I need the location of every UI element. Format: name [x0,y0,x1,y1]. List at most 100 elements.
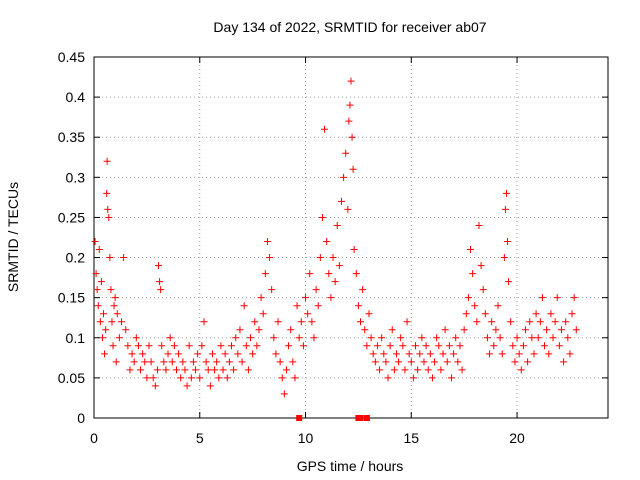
data-point [397,334,405,342]
data-point [541,342,549,350]
data-point [297,318,305,326]
data-point [447,374,455,382]
data-point [331,278,339,286]
data-point [272,350,280,358]
data-point [268,286,276,294]
data-point [227,342,235,350]
data-point [316,254,324,262]
data-point [437,366,445,374]
data-point [137,366,145,374]
data-point [287,326,295,334]
data-point [422,342,430,350]
data-point [562,318,570,326]
x-tick-label: 10 [298,430,314,446]
data-point [215,374,223,382]
data-point [104,205,112,213]
data-point [388,326,396,334]
data-point [505,278,513,286]
y-tick-label: 0.3 [66,169,86,185]
data-point [234,350,242,358]
data-point [477,262,485,270]
data-point [335,262,343,270]
data-point [251,318,259,326]
data-point [414,366,422,374]
data-point [473,318,481,326]
data-point [469,270,477,278]
data-point [318,213,326,221]
data-point [486,350,494,358]
data-point [157,286,165,294]
data-point [504,238,512,246]
data-point [566,350,574,358]
data-point [257,294,265,302]
y-tick-label: 0.1 [66,330,86,346]
data-point [145,342,153,350]
data-point [405,350,413,358]
data-point [270,334,278,342]
data-point [105,213,113,221]
data-point [134,342,142,350]
data-point [456,342,464,350]
data-point [103,189,111,197]
data-point [172,366,180,374]
data-point [255,326,263,334]
data-point [458,366,466,374]
data-point [185,342,193,350]
data-point [517,366,525,374]
data-point [441,326,449,334]
data-point [551,318,559,326]
data-point [403,318,411,326]
data-point [266,254,274,262]
data-point [428,374,436,382]
data-point [420,358,428,366]
data-point [509,342,517,350]
data-point [399,342,407,350]
data-point [481,310,489,318]
data-point [158,342,166,350]
data-point [346,101,354,109]
data-point [572,326,580,334]
data-point [162,366,170,374]
data-point [111,294,119,302]
data-point [359,286,367,294]
data-point [289,358,297,366]
data-point [373,342,381,350]
data-point [139,350,147,358]
data-point [532,310,540,318]
data-point [244,366,252,374]
data-point [101,350,109,358]
data-point [175,350,183,358]
data-point [395,358,403,366]
data-point [323,238,331,246]
data-point [97,278,105,286]
data-point [124,342,132,350]
data-point [443,358,451,366]
data-point [350,246,358,254]
data-point [299,342,307,350]
data-point [196,374,204,382]
data-point [342,149,350,157]
data-point [263,238,271,246]
data-point [557,326,565,334]
data-point [479,286,487,294]
data-points [91,77,580,421]
data-point [208,350,216,358]
y-tick-label: 0.15 [58,290,85,306]
data-point [555,342,563,350]
data-point [426,350,434,358]
data-point [401,366,409,374]
data-point [564,334,572,342]
data-point [545,350,553,358]
data-point [247,334,255,342]
data-point [376,366,384,374]
grid-layer [94,57,608,418]
data-point [211,366,219,374]
data-point [94,302,102,310]
data-point [100,310,108,318]
data-point [238,358,246,366]
plot-frame [93,56,609,419]
data-point [483,334,491,342]
x-tick-label: 5 [196,430,204,446]
data-point [282,366,290,374]
